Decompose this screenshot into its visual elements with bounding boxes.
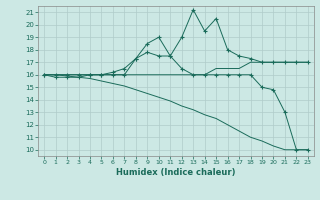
X-axis label: Humidex (Indice chaleur): Humidex (Indice chaleur) [116,168,236,177]
